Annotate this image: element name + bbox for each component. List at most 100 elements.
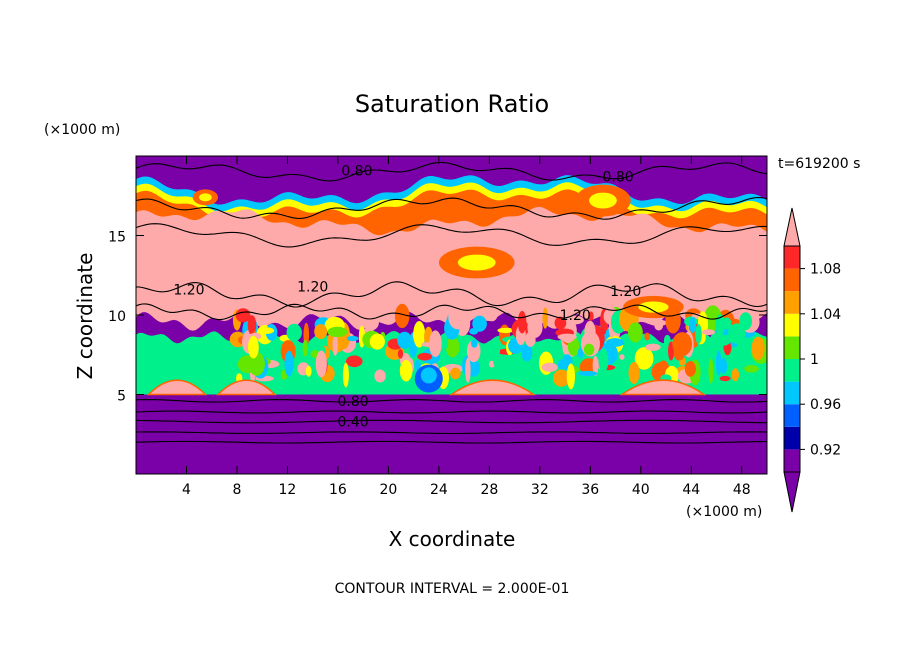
field-pink-lens — [146, 379, 208, 396]
field-patch — [710, 332, 726, 345]
field-pink-lens — [216, 379, 277, 396]
field-patch — [521, 344, 533, 362]
contour-line — [136, 223, 767, 248]
field-patch — [346, 355, 363, 368]
field-patch — [497, 327, 514, 334]
y-tick-label: 15 — [108, 230, 126, 246]
plot-area — [136, 156, 767, 474]
field-patch — [387, 309, 395, 322]
contour-label: 0.80 — [603, 170, 634, 186]
field-patch — [744, 365, 759, 373]
contour-label: 1.20 — [560, 308, 591, 324]
field-patch — [553, 369, 570, 387]
chart-title: Saturation Ratio — [355, 90, 549, 118]
x-axis-ticks: 4 8 12 16 20 24 28 32 36 40 44 48 — [182, 156, 751, 498]
field-patch — [525, 331, 536, 347]
time-label: t=619200 s — [778, 156, 860, 172]
x-tick-label: 4 — [182, 482, 191, 498]
x-tick-label: 16 — [329, 482, 347, 498]
field-patch — [628, 322, 643, 343]
contour-label: 1.20 — [610, 284, 641, 300]
y-tick-label: 5 — [117, 389, 126, 405]
colorbar-swatch — [784, 336, 800, 359]
field-patch — [577, 347, 584, 359]
contour-line — [136, 399, 767, 403]
colorbar-tick-label: 1.08 — [810, 262, 841, 278]
field-patch — [397, 331, 412, 350]
field-patch — [695, 324, 702, 344]
field-patch — [394, 303, 410, 328]
field-patch — [286, 323, 302, 342]
field-patch — [248, 335, 259, 359]
field-patch — [258, 327, 275, 334]
field-patch — [728, 323, 746, 344]
saturation-field — [136, 156, 767, 474]
field-patch — [720, 358, 728, 374]
field-patch — [541, 362, 558, 372]
field-patch — [489, 360, 495, 368]
field-patch — [302, 339, 308, 357]
colorbar-swatch — [784, 449, 800, 472]
field-patch — [450, 367, 461, 380]
field-patch — [486, 309, 498, 322]
field-patch — [399, 359, 413, 382]
contour-label: 1.20 — [173, 283, 204, 299]
colorbar-swatch — [784, 359, 800, 382]
field-patch — [634, 347, 654, 370]
field-patch — [708, 358, 714, 384]
contour-label: 0.40 — [338, 415, 369, 431]
field-patch — [644, 332, 650, 341]
field-pink-lens — [619, 379, 707, 396]
field-patch — [429, 330, 442, 358]
contour-line — [136, 161, 767, 182]
field-patch — [305, 365, 312, 377]
contour-line — [136, 410, 767, 414]
field-hot-spot-core — [199, 193, 212, 202]
field-patch — [472, 315, 487, 332]
field-patch — [684, 361, 697, 377]
colorbar-extend-bottom — [783, 471, 801, 513]
x-tick-label: 28 — [480, 482, 498, 498]
field-patch — [314, 324, 328, 340]
field-patch — [583, 343, 595, 356]
field-patch — [315, 350, 327, 378]
field-patch — [483, 353, 497, 359]
field-patch — [369, 333, 385, 350]
field-patch — [578, 370, 598, 377]
field-patch — [469, 328, 479, 335]
field-patch — [605, 338, 625, 347]
field-patch — [619, 354, 625, 360]
contour-label: 0.80 — [338, 394, 369, 410]
field-patch — [417, 352, 433, 361]
y-tick-label: 10 — [108, 309, 126, 325]
x-axis-label: X coordinate — [389, 527, 516, 551]
field-hot-spot-core — [457, 254, 496, 271]
contour-line — [136, 303, 767, 321]
field-patch — [715, 350, 722, 376]
field-patch — [332, 333, 338, 356]
field-patch — [247, 315, 257, 335]
field-patch — [448, 305, 468, 330]
contour-label: 0.80 — [341, 163, 372, 179]
colorbar-swatch — [784, 268, 800, 292]
colorbar-swatch — [784, 291, 800, 314]
y-axis-label: Z coordinate — [73, 253, 97, 380]
colorbar-tick-label: 0.96 — [810, 397, 841, 413]
x-tick-label: 44 — [682, 482, 700, 498]
field-patch — [715, 314, 726, 335]
field-hot-spot-core — [589, 192, 617, 209]
field-patch — [397, 349, 404, 359]
field-patch — [672, 332, 693, 356]
field-patch — [413, 321, 426, 348]
colorbar-swatch — [784, 313, 800, 337]
contour-labels: 0.80 0.80 1.20 1.20 1.20 1.20 0.80 0.40 — [173, 163, 641, 430]
x-tick-label: 8 — [232, 482, 241, 498]
field-patch — [654, 321, 663, 331]
field-patch — [557, 333, 577, 341]
colorbar-extend-top — [783, 207, 801, 247]
colorbar-tick-label: 1.04 — [810, 307, 841, 323]
colorbar: 0.92 0.96 1 1.04 1.08 — [783, 207, 841, 513]
field-patch — [645, 343, 661, 351]
field-patch — [751, 336, 765, 360]
